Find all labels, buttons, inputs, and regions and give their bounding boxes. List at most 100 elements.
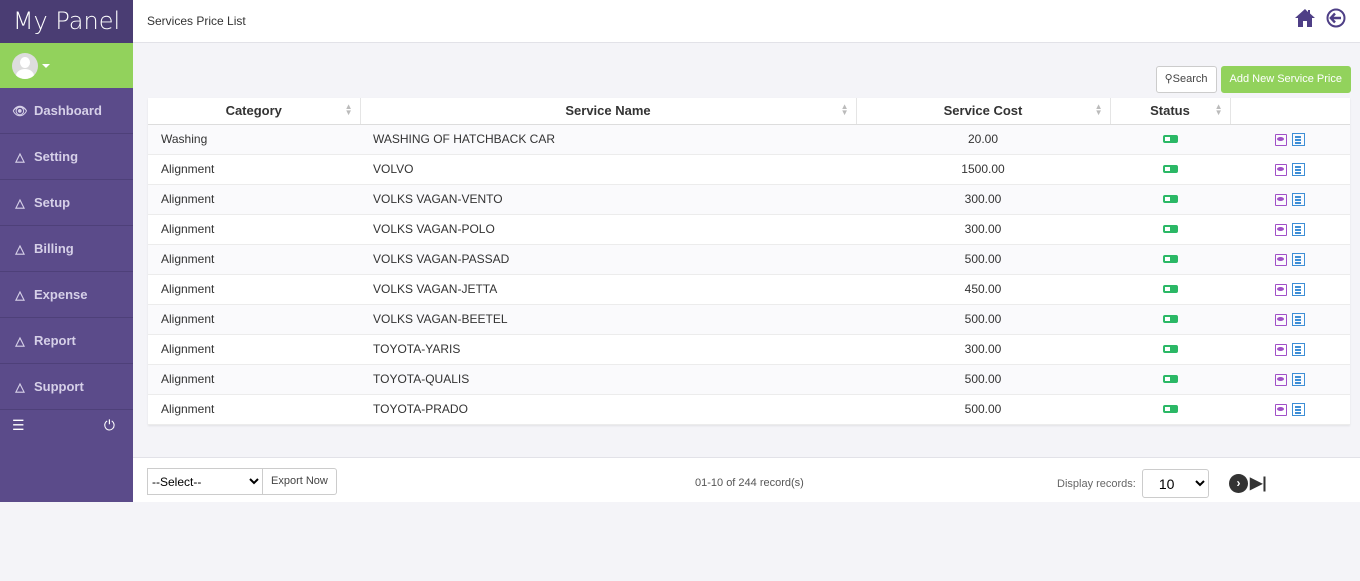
category-cell: Alignment bbox=[148, 244, 360, 275]
edit-icon[interactable] bbox=[1292, 133, 1305, 147]
view-icon[interactable] bbox=[1275, 403, 1287, 416]
column-header-service-cost[interactable]: Service Cost ▲ ▼ bbox=[856, 98, 1111, 125]
services-table: Category ▲ ▼ Service Name ▲ ▼ Service Cost ▲ ▼… bbox=[148, 98, 1350, 425]
bulk-action-select[interactable]: --Select-- bbox=[147, 468, 263, 495]
category-cell: Alignment bbox=[148, 214, 360, 245]
add-new-service-price-button[interactable]: Add New Service Price bbox=[1220, 66, 1351, 93]
view-icon[interactable] bbox=[1275, 193, 1287, 206]
sidebar-item-label: Support bbox=[34, 379, 84, 394]
service-name-cell: VOLKS VAGAN-PASSAD bbox=[360, 244, 856, 275]
sidebar-item-billing[interactable]: △ Billing bbox=[0, 226, 133, 272]
service-name-cell: VOLVO bbox=[360, 154, 856, 185]
view-icon[interactable] bbox=[1275, 283, 1287, 296]
table-row: Alignment TOYOTA-YARIS 300.00 bbox=[148, 334, 1350, 365]
sidebar: My Panel 👁 Dashboard △ Setting △ Setup △ Billin… bbox=[0, 0, 133, 502]
view-icon[interactable] bbox=[1275, 343, 1287, 356]
edit-icon[interactable] bbox=[1292, 343, 1305, 357]
status-toggle-icon[interactable] bbox=[1162, 165, 1178, 173]
status-toggle-icon[interactable] bbox=[1162, 225, 1178, 233]
category-cell: Alignment bbox=[148, 304, 360, 335]
column-header-service-name[interactable]: Service Name ▲ ▼ bbox=[360, 98, 857, 125]
brand-logo: My Panel bbox=[0, 0, 133, 43]
column-header-status[interactable]: Status ▲ ▼ bbox=[1110, 98, 1231, 125]
hamburger-menu-icon[interactable]: ☰ bbox=[12, 416, 25, 433]
status-toggle-icon[interactable] bbox=[1162, 375, 1178, 383]
service-cost-cell: 500.00 bbox=[856, 244, 1110, 275]
status-toggle-icon[interactable] bbox=[1162, 345, 1178, 353]
table-row: Alignment TOYOTA-QUALIS 500.00 bbox=[148, 364, 1350, 395]
table-row: Alignment VOLKS VAGAN-VENTO 300.00 bbox=[148, 184, 1350, 215]
sidebar-item-label: Setting bbox=[34, 149, 79, 164]
home-icon[interactable] bbox=[1294, 8, 1316, 28]
sidebar-item-label: Setup bbox=[34, 195, 71, 210]
status-cell bbox=[1110, 274, 1230, 305]
sidebar-item-dashboard[interactable]: 👁 Dashboard bbox=[0, 88, 133, 134]
actions-cell bbox=[1230, 304, 1350, 335]
user-menu[interactable] bbox=[0, 43, 133, 88]
service-cost-cell: 500.00 bbox=[856, 394, 1110, 425]
search-icon: ⚲ bbox=[1164, 73, 1173, 85]
actions-cell bbox=[1230, 364, 1350, 395]
eye-icon: 👁 bbox=[12, 103, 28, 118]
service-cost-cell: 500.00 bbox=[856, 364, 1110, 395]
next-page-icon[interactable]: › bbox=[1229, 473, 1248, 493]
sort-icon: ▲ ▼ bbox=[1094, 102, 1103, 117]
view-icon[interactable] bbox=[1275, 373, 1287, 386]
sidebar-item-label: Dashboard bbox=[34, 103, 102, 118]
display-records-select[interactable]: 10 bbox=[1141, 469, 1209, 498]
edit-icon[interactable] bbox=[1292, 403, 1305, 417]
table-row: Alignment VOLKS VAGAN-POLO 300.00 bbox=[148, 214, 1350, 245]
avatar[interactable] bbox=[12, 52, 38, 79]
export-now-button[interactable]: Export Now bbox=[263, 468, 337, 495]
view-icon[interactable] bbox=[1275, 313, 1287, 326]
view-icon[interactable] bbox=[1275, 223, 1287, 236]
actions-cell bbox=[1230, 124, 1350, 155]
actions-cell bbox=[1230, 184, 1350, 215]
sort-icon: ▲ ▼ bbox=[1214, 102, 1223, 117]
edit-icon[interactable] bbox=[1292, 313, 1305, 327]
power-icon[interactable]: ⏻ bbox=[103, 416, 115, 433]
footer-bar: --Select-- Export Now 01-10 of 244 recor… bbox=[133, 457, 1360, 502]
edit-icon[interactable] bbox=[1292, 163, 1305, 177]
sidebar-item-report[interactable]: △ Report bbox=[0, 318, 133, 364]
view-icon[interactable] bbox=[1275, 133, 1287, 146]
edit-icon[interactable] bbox=[1292, 193, 1305, 207]
status-toggle-icon[interactable] bbox=[1162, 195, 1178, 203]
sidebar-item-setup[interactable]: △ Setup bbox=[0, 180, 133, 226]
edit-icon[interactable] bbox=[1292, 253, 1305, 267]
actions-cell bbox=[1230, 274, 1350, 305]
status-toggle-icon[interactable] bbox=[1162, 135, 1178, 143]
sort-icon: ▲ ▼ bbox=[840, 102, 849, 117]
category-cell: Alignment bbox=[148, 394, 360, 425]
edit-icon[interactable] bbox=[1292, 373, 1305, 387]
status-cell bbox=[1110, 214, 1230, 245]
edit-icon[interactable] bbox=[1292, 223, 1305, 237]
column-header-category[interactable]: Category ▲ ▼ bbox=[148, 98, 361, 125]
status-toggle-icon[interactable] bbox=[1162, 255, 1178, 263]
service-name-cell: VOLKS VAGAN-JETTA bbox=[360, 274, 856, 305]
sidebar-item-setting[interactable]: △ Setting bbox=[0, 134, 133, 180]
status-cell bbox=[1110, 154, 1230, 185]
table-row: Alignment VOLVO 1500.00 bbox=[148, 154, 1350, 185]
sidebar-item-support[interactable]: △ Support bbox=[0, 364, 133, 410]
status-toggle-icon[interactable] bbox=[1162, 315, 1178, 323]
sidebar-item-label: Report bbox=[34, 333, 76, 348]
column-header-actions bbox=[1230, 98, 1350, 125]
view-icon[interactable] bbox=[1275, 163, 1287, 176]
status-toggle-icon[interactable] bbox=[1162, 285, 1178, 293]
flask-icon: △ bbox=[15, 149, 25, 164]
edit-icon[interactable] bbox=[1292, 283, 1305, 297]
search-button[interactable]: ⚲Search bbox=[1155, 66, 1217, 93]
caret-down-icon[interactable] bbox=[42, 63, 50, 68]
service-cost-cell: 500.00 bbox=[856, 304, 1110, 335]
flask-icon: △ bbox=[15, 333, 25, 348]
category-cell: Alignment bbox=[148, 274, 360, 305]
actions-cell bbox=[1230, 154, 1350, 185]
back-circle-icon[interactable] bbox=[1326, 8, 1346, 28]
sidebar-item-expense[interactable]: △ Expense bbox=[0, 272, 133, 318]
service-cost-cell: 20.00 bbox=[856, 124, 1110, 155]
view-icon[interactable] bbox=[1275, 253, 1287, 266]
last-page-icon[interactable]: ▶​| bbox=[1250, 475, 1267, 492]
service-name-cell: VOLKS VAGAN-BEETEL bbox=[360, 304, 856, 335]
status-toggle-icon[interactable] bbox=[1162, 405, 1178, 413]
